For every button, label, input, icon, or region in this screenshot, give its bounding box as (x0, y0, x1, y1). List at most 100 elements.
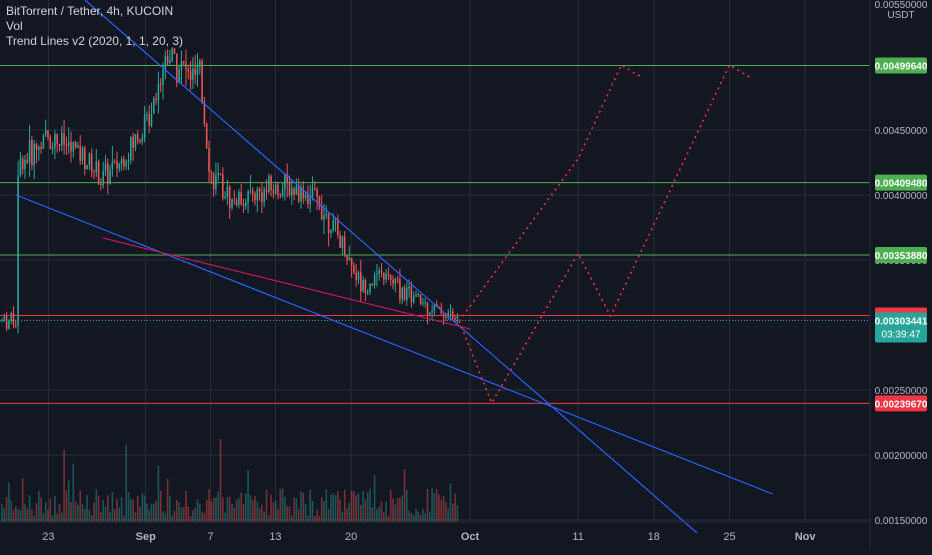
candle-body (355, 272, 357, 280)
candle-body (242, 204, 245, 207)
volume-bar (341, 511, 344, 522)
current-price-tag (875, 312, 927, 343)
volume-bar (17, 509, 19, 522)
candle-body (286, 174, 288, 183)
candle-body (132, 136, 134, 148)
trend-line[interactable] (102, 237, 471, 330)
indicator-label[interactable]: Trend Lines v2 (2020, 1, 1, 20, 3) (6, 34, 183, 48)
volume-bar (327, 509, 330, 522)
candle-body (327, 213, 330, 233)
candle-body (360, 272, 362, 292)
candle-body (261, 191, 263, 203)
time-axis[interactable]: 23 Sep 7 13 20 Oct 11 18 25 Nov (0, 521, 870, 543)
candle-body (228, 186, 231, 208)
candle-body (217, 173, 219, 176)
volume-bar (228, 497, 231, 522)
volume-bar (139, 506, 141, 522)
trend-line[interactable] (15, 194, 773, 495)
volume-bar (277, 508, 279, 522)
candle-body (5, 316, 8, 329)
time-tick-label: 11 (572, 531, 583, 543)
candle-body (431, 310, 433, 313)
time-tick-label: Sep (136, 531, 156, 543)
volume-label[interactable]: Vol (6, 19, 23, 33)
volume-bar (385, 501, 387, 522)
candle-body (208, 148, 210, 172)
volume-bar (233, 507, 236, 522)
price-tick-label: 0.00550000 (875, 0, 928, 11)
volume-bar (383, 512, 385, 522)
candle-body (235, 200, 238, 205)
level-price-label: 0.00409480 (875, 179, 928, 190)
candle-body (146, 113, 148, 116)
projection-path[interactable] (458, 63, 644, 322)
candle-body (74, 142, 77, 148)
volume-bar (150, 503, 153, 522)
volume-bar (201, 511, 203, 522)
volume-bar (77, 505, 79, 522)
candle-body (396, 278, 399, 280)
candle-body (429, 312, 431, 315)
candle-body (212, 173, 215, 190)
candle-body (291, 188, 293, 196)
volume-bar (376, 509, 378, 522)
volume-bar (256, 501, 259, 522)
candle-body (31, 140, 33, 166)
volume-bar (84, 508, 86, 522)
candle-body (399, 278, 401, 300)
candle-body (403, 287, 406, 301)
candle-body (118, 163, 121, 169)
current-price-label: 0.00303441 (875, 317, 928, 328)
volume-bar (394, 504, 397, 522)
candle-body (143, 115, 146, 138)
volume-bar (438, 494, 440, 522)
volume-bar (173, 510, 176, 522)
volume-bar (217, 491, 219, 522)
projection-path[interactable] (458, 63, 752, 405)
candle-body (311, 188, 314, 198)
volume-bar (120, 497, 123, 522)
projection-paths[interactable] (458, 63, 752, 405)
volume-bar (176, 500, 178, 522)
candle-body (10, 313, 12, 321)
volume-bar (95, 489, 98, 522)
volume-bar (219, 439, 222, 522)
candle-body (339, 234, 341, 248)
volume-bar (56, 513, 58, 522)
candle-body (150, 113, 153, 126)
candle-body (47, 130, 49, 138)
volume-bar (302, 492, 305, 522)
price-countdown: 03:39:47 (882, 330, 921, 341)
trend-lines[interactable] (15, 0, 773, 534)
candle-body (387, 273, 390, 276)
candle-body (42, 135, 45, 149)
volume-bar (208, 489, 210, 522)
candle-body (81, 148, 84, 161)
volume-bar (415, 508, 417, 522)
volume-bar (109, 512, 111, 522)
candle-body (284, 174, 286, 189)
candle-body (70, 142, 72, 152)
trend-line[interactable] (70, 0, 698, 534)
candle-body (426, 302, 429, 315)
volume-bar (295, 498, 298, 522)
grid (0, 0, 870, 522)
candle-body (226, 186, 229, 198)
candle-body (169, 60, 171, 63)
volume-bar (166, 478, 169, 522)
candle-body (120, 159, 123, 164)
level-price-tag (875, 395, 927, 412)
horizontal-levels[interactable] (0, 64, 870, 404)
candle-body (203, 101, 206, 124)
volume-bar (392, 498, 394, 522)
volume-bar (79, 490, 81, 522)
symbol-title[interactable]: BitTorrent / Tether, 4h, KUCOIN (6, 4, 174, 18)
candle-body (350, 257, 353, 266)
candle-body (279, 194, 282, 196)
candle-body (100, 183, 102, 186)
volume-bar (314, 515, 316, 522)
candle-body (309, 197, 311, 205)
